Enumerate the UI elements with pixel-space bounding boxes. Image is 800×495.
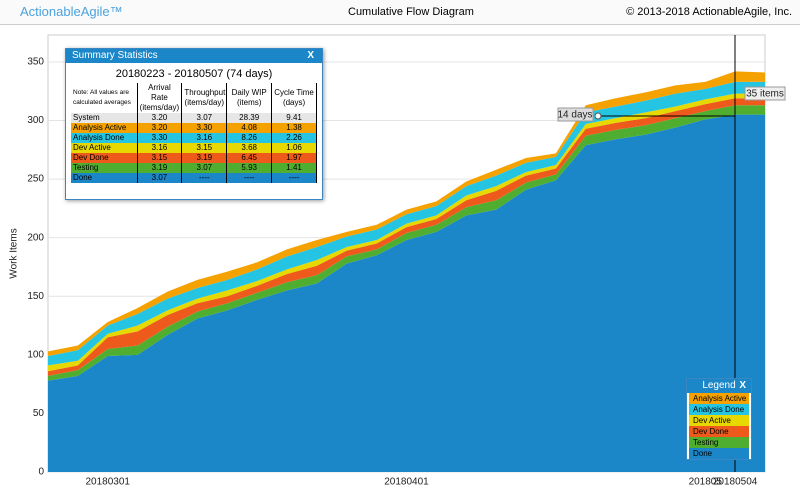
stats-cell: 3.15 xyxy=(181,143,228,153)
y-tick-label: 0 xyxy=(38,467,44,478)
cursor-point xyxy=(594,112,602,120)
legend-title-bar: Legend X xyxy=(687,379,751,393)
area-band xyxy=(48,81,765,366)
page-title: Cumulative Flow Diagram xyxy=(348,6,474,18)
stats-cell: 5.93 xyxy=(226,163,273,173)
x-tick-label: 20180504 xyxy=(713,477,758,488)
y-tick-label: 250 xyxy=(27,174,44,185)
y-tick-label: 50 xyxy=(33,408,45,419)
stats-cell: 3.30 xyxy=(136,133,183,143)
legend-close[interactable]: X xyxy=(739,380,746,391)
annotation-box xyxy=(557,107,594,122)
legend-entry: Dev Active xyxy=(689,415,749,426)
stats-row: Dev Active 3.16 3.15 3.68 1.06 xyxy=(71,143,317,153)
stats-cell: 1.38 xyxy=(271,123,317,133)
annotation: 14 days xyxy=(557,110,592,121)
y-tick-label: 300 xyxy=(27,115,44,126)
stats-cell: 3.30 xyxy=(181,123,228,133)
stats-cell: 3.19 xyxy=(136,163,183,173)
legend-entry: Analysis Active xyxy=(689,393,749,404)
summary-title: Summary Statistics xyxy=(72,50,158,61)
stats-cell: 3.07 xyxy=(136,173,183,183)
column-header: Arrival Rate (items/day) xyxy=(136,83,183,113)
stats-cell: Analysis Active xyxy=(71,123,138,133)
stats-cell: 9.41 xyxy=(271,113,317,123)
stats-cell: ---- xyxy=(271,173,317,183)
annotation: 35 items xyxy=(746,89,784,100)
column-header: Daily WIP (items) xyxy=(226,83,273,113)
stats-cell: System xyxy=(71,113,138,123)
y-tick-label: 100 xyxy=(27,349,44,360)
stats-cell: 1.97 xyxy=(271,153,317,163)
x-tick-label: 20180301 xyxy=(86,477,131,488)
stats-cell: Dev Done xyxy=(71,153,138,163)
header: ActionableAgile™ Cumulative Flow Diagram… xyxy=(0,0,800,25)
stats-cell: 3.19 xyxy=(181,153,228,163)
stats-row: Analysis Done 3.30 3.16 8.26 2.26 xyxy=(71,133,317,143)
stats-cell: Dev Active xyxy=(71,143,138,153)
stats-row: Done 3.07 ---- ---- ---- xyxy=(71,173,317,183)
stats-row: Analysis Active 3.20 3.30 4.08 1.38 xyxy=(71,123,317,133)
stats-row: Testing 3.19 3.07 5.93 1.41 xyxy=(71,163,317,173)
stats-cell: 1.41 xyxy=(271,163,317,173)
stats-row: System 3.20 3.07 28.39 9.41 xyxy=(71,113,317,123)
stats-cell: 3.20 xyxy=(136,113,183,123)
legend-title: Legend xyxy=(702,380,736,391)
note: Note: All values are calculated averages xyxy=(71,83,138,113)
stats-cell: 3.07 xyxy=(181,113,228,123)
stats-cell: 1.06 xyxy=(271,143,317,153)
stats-cell: 2.26 xyxy=(271,133,317,143)
stats-cell: ---- xyxy=(226,173,273,183)
logo: ActionableAgile™ xyxy=(20,4,123,19)
close-button[interactable]: X xyxy=(307,50,314,61)
x-tick-label: 201805 xyxy=(689,477,723,488)
column-header: Cycle Time (days) xyxy=(271,83,317,113)
summary-panel: Summary Statistics X 20180223 - 20180507 … xyxy=(65,48,323,200)
stats-cell: 8.26 xyxy=(226,133,273,143)
date-range: 20180223 - 20180507 (74 days) xyxy=(115,68,273,80)
y-tick-label: 200 xyxy=(27,232,44,243)
stats-cell: 3.68 xyxy=(226,143,273,153)
column-header: Throughput (items/day) xyxy=(181,83,228,113)
stats-cell: 3.20 xyxy=(136,123,183,133)
summary-title-bar: Summary Statistics X xyxy=(66,49,322,63)
legend: Legend X Analysis Active Analysis Done Dev … xyxy=(686,378,752,460)
y-tick-label: 350 xyxy=(27,57,44,68)
stats-cell: 3.16 xyxy=(181,133,228,143)
stats-cell: 28.39 xyxy=(226,113,273,123)
stats-cell: 3.15 xyxy=(136,153,183,163)
copyright: © 2013-2018 ActionableAgile, Inc. xyxy=(626,6,792,18)
legend-entry: Testing xyxy=(689,437,749,448)
area-band xyxy=(48,105,765,381)
area-band xyxy=(48,114,765,473)
stats-cell: 3.16 xyxy=(136,143,183,153)
legend-entry: Analysis Done xyxy=(689,404,749,415)
stats-cell: 6.45 xyxy=(226,153,273,163)
legend-entry: Dev Done xyxy=(689,426,749,437)
stats-cell: 4.08 xyxy=(226,123,273,133)
y-tick-label: 150 xyxy=(27,291,44,302)
stats-row: Dev Done 3.15 3.19 6.45 1.97 xyxy=(71,153,317,163)
legend-entry: Done xyxy=(689,448,749,459)
stats-cell: 3.07 xyxy=(181,163,228,173)
stats-cell: ---- xyxy=(181,173,228,183)
x-tick-label: 20180401 xyxy=(384,477,429,488)
stats-cell: Testing xyxy=(71,163,138,173)
area-band xyxy=(48,71,765,357)
stats-cell: Done xyxy=(71,173,138,183)
annotation-box xyxy=(744,86,786,101)
stats-table: Note: All values are calculated averages… xyxy=(71,83,317,183)
y-axis-label: Work Items xyxy=(9,228,20,278)
stats-cell: Analysis Done xyxy=(71,133,138,143)
